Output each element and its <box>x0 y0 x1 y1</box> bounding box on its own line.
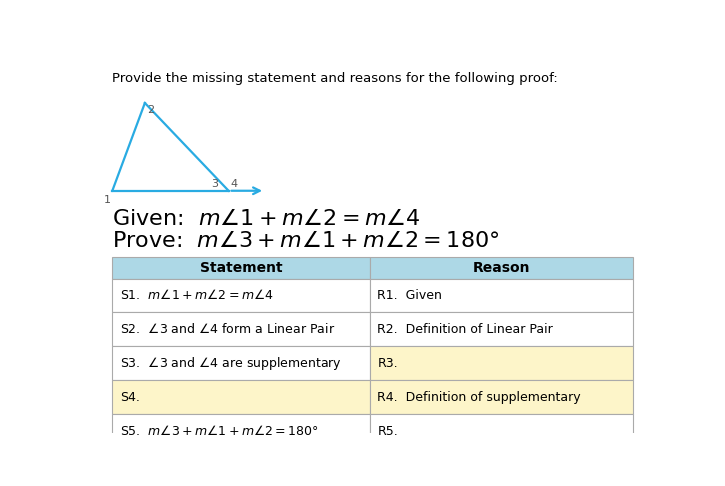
Bar <box>370 278 633 312</box>
Bar <box>112 278 370 312</box>
Text: Statement: Statement <box>199 261 282 275</box>
Text: Prove:  $m\angle3 + m\angle1 + m\angle2 = 180°$: Prove: $m\angle3 + m\angle1 + m\angle2 =… <box>112 230 500 251</box>
Bar <box>370 347 633 380</box>
Text: 3: 3 <box>211 179 218 189</box>
Bar <box>112 380 370 414</box>
Text: 2: 2 <box>147 104 154 115</box>
Text: R1.  Given: R1. Given <box>378 289 442 302</box>
Bar <box>112 414 370 448</box>
Text: R3.: R3. <box>378 357 398 370</box>
Text: Given:  $m\angle1 + m\angle2 = m\angle4$: Given: $m\angle1 + m\angle2 = m\angle4$ <box>112 208 421 229</box>
Bar <box>370 312 633 347</box>
Bar <box>112 257 370 278</box>
Text: R4.  Definition of supplementary: R4. Definition of supplementary <box>378 391 581 403</box>
Text: 4: 4 <box>230 179 237 189</box>
Text: S1.  $m\angle1 + m\angle2 = m\angle4$: S1. $m\angle1 + m\angle2 = m\angle4$ <box>120 289 274 302</box>
Text: S2.  $\angle3$ and $\angle4$ form a Linear Pair: S2. $\angle3$ and $\angle4$ form a Linea… <box>120 322 335 336</box>
Bar <box>112 347 370 380</box>
Bar <box>370 414 633 448</box>
Bar <box>370 380 633 414</box>
Text: Provide the missing statement and reasons for the following proof:: Provide the missing statement and reason… <box>112 72 558 85</box>
Text: R5.: R5. <box>378 424 398 437</box>
Bar <box>370 257 633 278</box>
Text: S4.: S4. <box>120 391 140 403</box>
Text: Reason: Reason <box>473 261 530 275</box>
Bar <box>112 312 370 347</box>
Text: R2.  Definition of Linear Pair: R2. Definition of Linear Pair <box>378 323 553 336</box>
Text: S5.  $m\angle3 + m\angle1 + m\angle2 = 180°$: S5. $m\angle3 + m\angle1 + m\angle2 = 18… <box>120 424 319 438</box>
Text: 1: 1 <box>104 195 111 206</box>
Text: S3.  $\angle3$ and $\angle4$ are supplementary: S3. $\angle3$ and $\angle4$ are suppleme… <box>120 355 342 372</box>
